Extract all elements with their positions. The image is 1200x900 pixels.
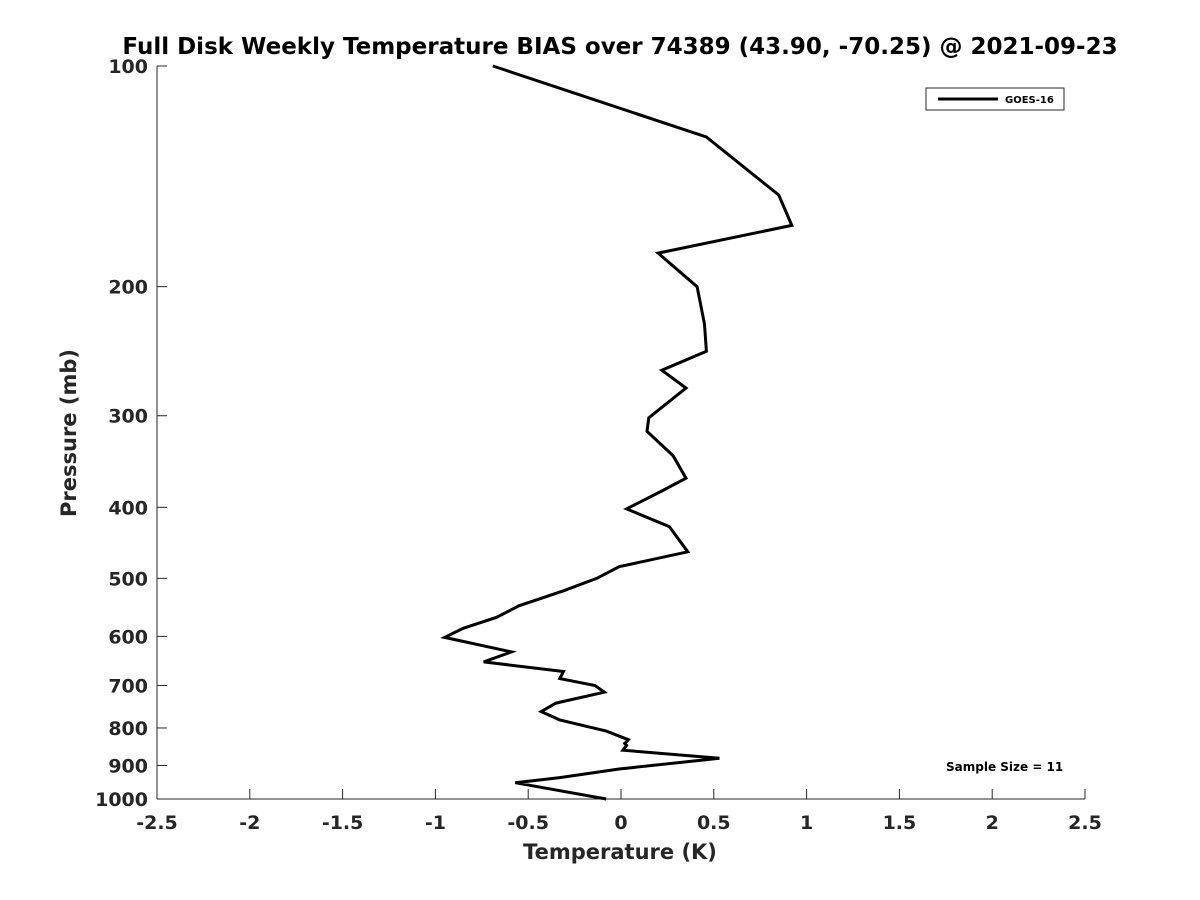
- y-tick-label: 1000: [95, 789, 148, 811]
- x-tick-label: -2: [239, 812, 260, 834]
- y-tick-label: 300: [108, 406, 148, 428]
- y-axis-ticks: 100 200 300 400 500 600 700 800 900 1000: [95, 56, 167, 811]
- series-line-goes-16: [440, 64, 794, 801]
- x-tick-label: 1.5: [883, 812, 917, 834]
- x-tick-label: 0: [614, 812, 627, 834]
- y-axis-label: Pressure (mb): [57, 349, 81, 517]
- y-tick-label: 700: [108, 675, 148, 697]
- legend-label-goes-16: GOES-16: [1005, 95, 1054, 106]
- x-tick-label: -1.5: [322, 812, 364, 834]
- y-tick-label: 900: [108, 755, 148, 777]
- y-tick-label: 100: [108, 56, 148, 78]
- x-tick-label: 1: [800, 812, 813, 834]
- y-tick-label: 400: [108, 497, 148, 519]
- x-tick-label: -2.5: [136, 812, 178, 834]
- x-axis-label: Temperature (K): [523, 840, 717, 864]
- chart-title: Full Disk Weekly Temperature BIAS over 7…: [122, 34, 1117, 60]
- y-tick-label: 800: [108, 718, 148, 740]
- x-tick-label: 0.5: [697, 812, 731, 834]
- legend: GOES-16: [925, 87, 1065, 111]
- x-tick-label: -0.5: [507, 812, 549, 834]
- x-axis-ticks: -2.5 -2 -1.5 -1 -0.5 0 0.5 1 1.5 2 2.5: [136, 789, 1102, 834]
- series-layer: [440, 64, 794, 801]
- x-tick-label: -1: [425, 812, 446, 834]
- y-tick-label: 500: [108, 568, 148, 590]
- sample-size-annotation: Sample Size = 11: [946, 760, 1063, 774]
- x-tick-label: 2.5: [1068, 812, 1102, 834]
- y-tick-label: 200: [108, 277, 148, 299]
- y-tick-label: 600: [108, 626, 148, 648]
- x-tick-label: 2: [986, 812, 999, 834]
